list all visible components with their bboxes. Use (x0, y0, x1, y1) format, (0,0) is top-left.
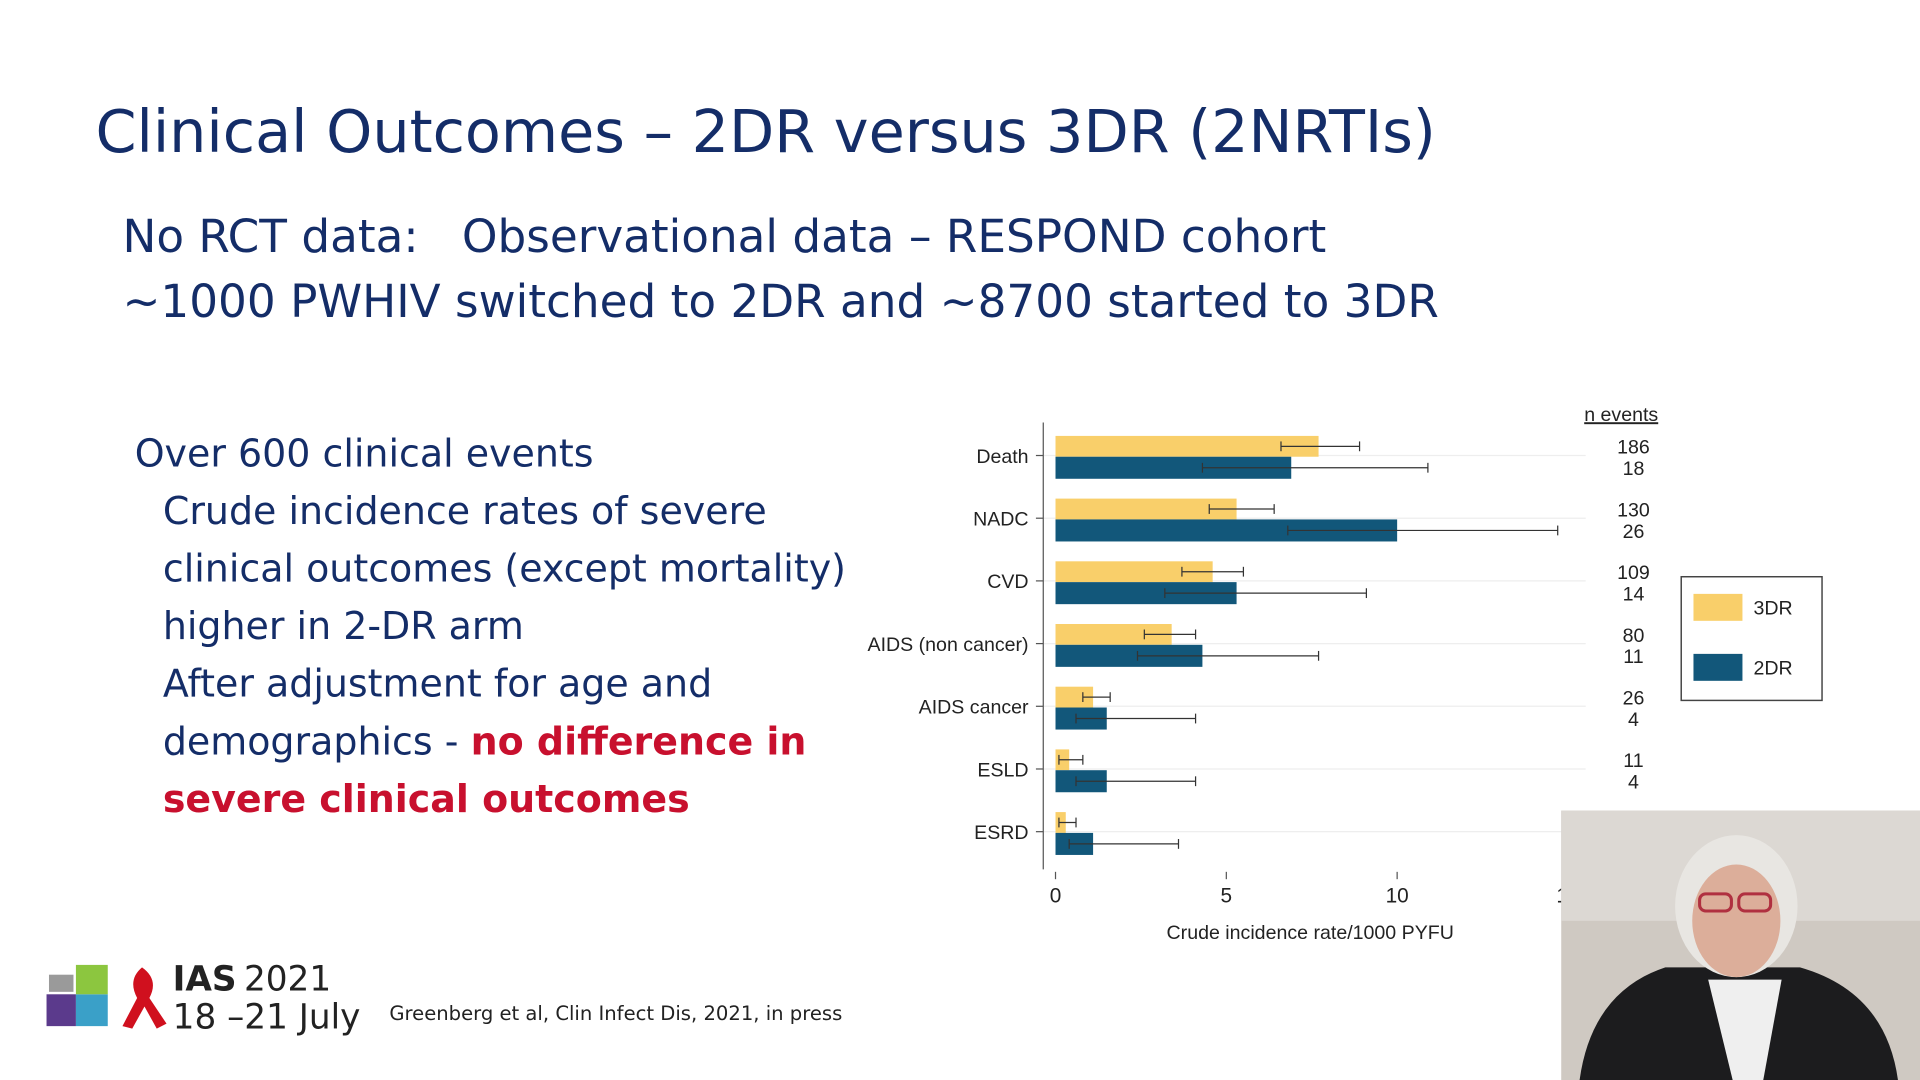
event-year: 2021 (244, 960, 331, 1000)
n-events: 186 (1617, 437, 1650, 459)
footer: IAS 2021 18 –21 July Greenberg et al, Cli… (46, 960, 842, 1038)
y-tick-label: Death (976, 446, 1028, 468)
y-tick-label: AIDS (non cancer) (868, 634, 1029, 656)
n-events: 26 (1623, 521, 1645, 543)
bar (1055, 456, 1292, 479)
event-name: IAS (173, 960, 237, 1000)
logo-shape (75, 994, 108, 1027)
webcam (1561, 810, 1920, 1080)
x-tick-label: 10 (1386, 884, 1409, 907)
citation: Greenberg et al, Clin Infect Dis, 2021, … (389, 1002, 842, 1025)
bar (1055, 624, 1172, 645)
body-heading: Over 600 clinical events (135, 432, 594, 476)
speaker-face (1692, 864, 1781, 978)
y-tick-label: ESLD (977, 759, 1028, 781)
error-bar (1287, 525, 1559, 536)
error-bar (1136, 650, 1320, 661)
legend: 3DR 2DR (1680, 576, 1823, 702)
n-events: 11 (1623, 750, 1643, 772)
n-events: 18 (1623, 458, 1645, 480)
event-dates: 18 –21 July (173, 998, 361, 1038)
x-axis-label: Crude incidence rate/1000 PYFU (1167, 922, 1454, 944)
logo-shape (46, 994, 76, 1027)
legend-swatch (1693, 653, 1743, 681)
n-events: 80 (1623, 625, 1645, 647)
bar (1055, 561, 1213, 583)
subtitle: ~1000 PWHIV switched to 2DR and ~8700 st… (122, 275, 1438, 328)
bar (1055, 498, 1237, 520)
body-line: higher in 2-DR arm (163, 604, 524, 648)
highlight: no difference in (471, 719, 807, 763)
error-bar (1082, 692, 1111, 702)
y-tick-label: CVD (987, 571, 1028, 593)
error-bar (1058, 754, 1084, 765)
body-line: Crude incidence rates of severe (163, 489, 767, 533)
logo-shape (75, 964, 108, 995)
n-events: 26 (1623, 687, 1645, 709)
n-events: 14 (1623, 583, 1645, 605)
legend-label: 3DR (1753, 598, 1792, 620)
chart: Death NADC CVD AIDS (non cancer) AIDS cancer… (868, 404, 1823, 944)
highlight: severe clinical outcomes (163, 777, 690, 821)
error-bar (1058, 817, 1077, 828)
event-name: IAS 2021 (173, 960, 332, 1000)
error-bar (1143, 629, 1197, 640)
body-line: After adjustment for age and (163, 662, 712, 706)
glasses (1698, 892, 1733, 913)
y-tick-label: ESRD (974, 822, 1028, 844)
n-events: 4 (1628, 772, 1639, 794)
slide-title: Clinical Outcomes – 2DR versus 3DR (2NRT… (96, 97, 1436, 166)
y-tick-label: AIDS cancer (919, 697, 1029, 719)
subtitle: No RCT data: Observational data – RESPON… (122, 210, 1326, 263)
n-events-header: n events (1584, 404, 1658, 426)
n-events: 130 (1617, 499, 1650, 521)
n-events: 109 (1617, 562, 1650, 584)
body-line: clinical outcomes (except mortality) (163, 547, 846, 591)
error-bar (1075, 713, 1197, 724)
red-ribbon (122, 967, 167, 1029)
conference-logo (46, 964, 167, 1029)
body-line: demographics - no difference in (163, 719, 807, 763)
error-bar (1075, 776, 1197, 787)
legend-label: 2DR (1753, 658, 1792, 680)
body-line: demographics - (163, 719, 459, 763)
error-bar (1208, 504, 1275, 514)
error-bar (1181, 566, 1245, 577)
error-bar (1068, 839, 1180, 849)
bar (1055, 644, 1203, 667)
bar (1055, 519, 1398, 542)
n-events: 11 (1623, 646, 1643, 668)
bar (1055, 582, 1237, 605)
legend-swatch (1693, 593, 1743, 621)
error-bar (1164, 588, 1368, 599)
n-events: 4 (1628, 709, 1639, 731)
bar (1055, 686, 1094, 708)
x-tick-label: 5 (1221, 884, 1233, 907)
x-tick-label: 0 (1050, 884, 1062, 907)
glasses (1737, 892, 1773, 913)
error-bar (1280, 441, 1361, 452)
logo-shape (48, 974, 74, 992)
bar (1055, 435, 1319, 457)
error-bar (1201, 462, 1429, 473)
y-tick-label: NADC (973, 509, 1028, 531)
body-text: Over 600 clinical events Crude incidence… (135, 432, 846, 821)
